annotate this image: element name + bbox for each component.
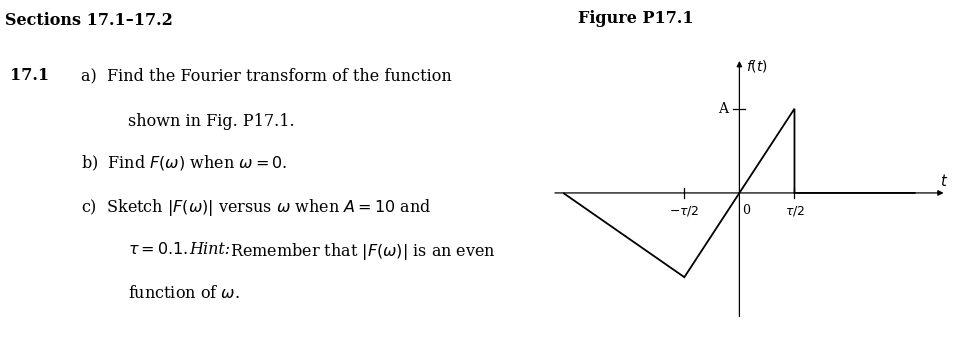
- Text: c)  Sketch $|F(\omega)|$ versus $\omega$ when $A = 10$ and: c) Sketch $|F(\omega)|$ versus $\omega$ …: [82, 197, 431, 218]
- Text: function of $\omega$.: function of $\omega$.: [128, 285, 240, 302]
- Text: Figure P17.1: Figure P17.1: [578, 10, 693, 27]
- Text: shown in Fig. P17.1.: shown in Fig. P17.1.: [128, 113, 295, 130]
- Text: a)  Find the Fourier transform of the function: a) Find the Fourier transform of the fun…: [82, 67, 452, 84]
- Text: Hint:: Hint:: [188, 241, 230, 258]
- Text: Remember that $|F(\omega)|$ is an even: Remember that $|F(\omega)|$ is an even: [225, 241, 496, 262]
- Text: $\tau = 0.1$.: $\tau = 0.1$.: [128, 241, 190, 258]
- Text: 17.1: 17.1: [11, 67, 50, 84]
- Text: b)  Find $F(\omega)$ when $\omega = 0$.: b) Find $F(\omega)$ when $\omega = 0$.: [82, 153, 287, 173]
- Text: Sections 17.1–17.2: Sections 17.1–17.2: [5, 12, 173, 29]
